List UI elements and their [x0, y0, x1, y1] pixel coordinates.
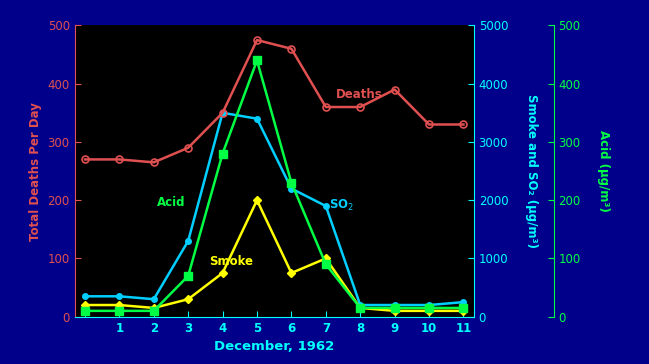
Y-axis label: Smoke and SO₂ (μg/m³): Smoke and SO₂ (μg/m³) — [525, 94, 538, 248]
Y-axis label: Acid (μg/m³): Acid (μg/m³) — [597, 130, 610, 212]
Text: Smoke: Smoke — [209, 256, 253, 268]
X-axis label: December, 1962: December, 1962 — [214, 340, 334, 353]
Text: Deaths: Deaths — [336, 88, 383, 101]
Text: Acid: Acid — [157, 196, 186, 209]
Y-axis label: Total Deaths Per Day: Total Deaths Per Day — [29, 102, 42, 241]
Text: SO$_2$: SO$_2$ — [329, 198, 354, 213]
